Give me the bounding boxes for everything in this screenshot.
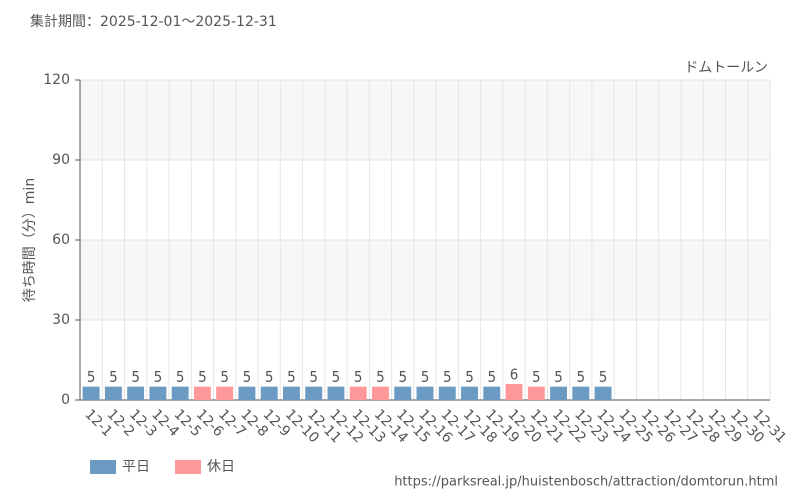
- bar: [282, 386, 300, 400]
- bar: [483, 386, 501, 400]
- value-label: 5: [198, 368, 207, 386]
- value-label: 5: [309, 368, 318, 386]
- bar: [461, 386, 478, 400]
- y-tick-label: 90: [52, 152, 70, 168]
- legend-label: 休日: [207, 459, 235, 475]
- bar: [193, 386, 211, 400]
- bar: [82, 386, 100, 400]
- value-label: 5: [109, 368, 118, 386]
- y-tick-label: 60: [52, 232, 70, 248]
- value-label: 5: [87, 368, 96, 386]
- value-label: 5: [376, 368, 385, 386]
- bar: [527, 386, 545, 400]
- value-label: 5: [532, 368, 541, 386]
- value-label: 5: [421, 368, 430, 386]
- bar: [594, 386, 612, 400]
- value-label: 5: [554, 368, 563, 386]
- plot-band: [80, 80, 770, 160]
- bar: [149, 386, 167, 400]
- value-label: 5: [332, 368, 341, 386]
- bar: [238, 386, 256, 400]
- bar: [171, 386, 189, 400]
- bar: [394, 386, 412, 400]
- legend-swatch: [175, 460, 201, 474]
- bar: [416, 386, 434, 400]
- bar: [372, 386, 389, 400]
- bar: [349, 386, 367, 400]
- value-label: 5: [443, 368, 452, 386]
- y-axis-label: 待ち時間（分）min: [22, 178, 38, 302]
- source: https://parksreal.jp/huistenbosch/attrac…: [394, 475, 778, 490]
- value-label: 5: [265, 368, 274, 386]
- value-label: 6: [510, 366, 519, 384]
- value-label: 5: [176, 368, 185, 386]
- bar: [305, 386, 323, 400]
- bar: [104, 386, 122, 400]
- value-label: 5: [131, 368, 140, 386]
- bar: [327, 386, 345, 400]
- bar: [550, 386, 568, 400]
- value-label: 5: [220, 368, 229, 386]
- bar: [260, 386, 278, 400]
- bar: [572, 386, 590, 400]
- chart-title: ドムトールン: [684, 60, 768, 76]
- value-label: 5: [577, 368, 586, 386]
- value-label: 5: [287, 368, 296, 386]
- bar: [505, 384, 523, 400]
- value-label: 5: [154, 368, 163, 386]
- bar: [127, 386, 145, 400]
- y-tick-label: 30: [52, 312, 70, 328]
- value-label: 5: [243, 368, 252, 386]
- value-label: 5: [465, 368, 474, 386]
- value-label: 5: [398, 368, 407, 386]
- bar: [216, 386, 234, 400]
- period: 集計期間：2025-12-01～2025-12-31: [30, 13, 277, 30]
- plot-band: [80, 240, 770, 320]
- y-tick-label: 120: [43, 72, 70, 88]
- value-label: 5: [354, 368, 363, 386]
- y-tick-label: 0: [61, 392, 70, 408]
- value-label: 5: [599, 368, 608, 386]
- bar: [438, 386, 456, 400]
- legend-swatch: [90, 460, 116, 474]
- value-label: 5: [487, 368, 496, 386]
- legend-label: 平日: [122, 459, 150, 475]
